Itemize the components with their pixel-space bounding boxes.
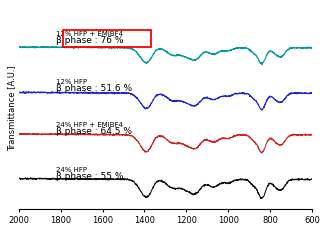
Text: β phase : 51.6 %: β phase : 51.6 % xyxy=(57,84,132,93)
Text: β phase : 64.5 %: β phase : 64.5 % xyxy=(57,126,132,135)
Y-axis label: Transmittance [A.U.]: Transmittance [A.U.] xyxy=(7,65,16,151)
Text: 12% HFP: 12% HFP xyxy=(57,79,88,85)
Text: 12% HFP + EMIBF4: 12% HFP + EMIBF4 xyxy=(57,31,124,37)
Text: 24% HFP + EMIBF4: 24% HFP + EMIBF4 xyxy=(57,121,123,127)
Text: β phase : 76 %: β phase : 76 % xyxy=(57,36,124,45)
Bar xyxy=(63,31,151,47)
Text: β phase : 55 %: β phase : 55 % xyxy=(57,171,124,180)
Text: 24% HFP: 24% HFP xyxy=(57,166,87,172)
